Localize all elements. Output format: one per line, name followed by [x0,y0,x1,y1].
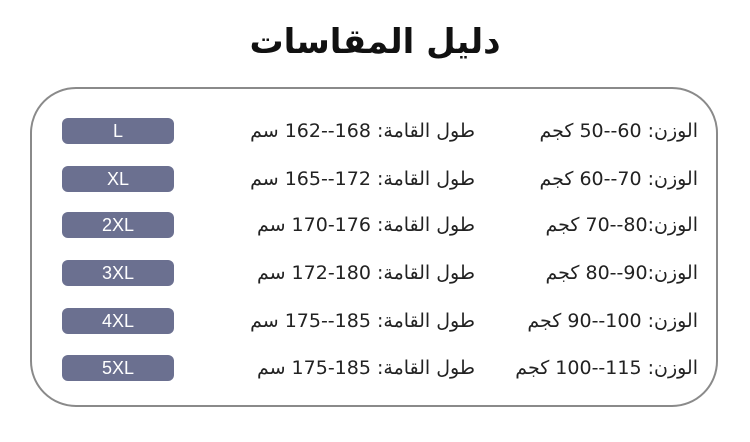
size-badge: L [62,118,174,144]
weight-range: الوزن: 100--90 كجم [527,310,698,332]
size-badge: 3XL [62,260,174,286]
size-row: L طول القامة: 168--162 سم الوزن: 60--50 … [0,116,750,146]
size-badge: XL [62,166,174,192]
size-row: 3XL طول القامة: 180-172 سم الوزن:90--80 … [0,258,750,288]
weight-range: الوزن:80--70 كجم [545,214,698,236]
height-range: طول القامة: 168--162 سم [250,120,475,142]
size-badge: 4XL [62,308,174,334]
size-row: 2XL طول القامة: 176-170 سم الوزن:80--70 … [0,210,750,240]
weight-range: الوزن: 115--100 كجم [515,357,698,379]
size-row: 4XL طول القامة: 185--175 سم الوزن: 100--… [0,306,750,336]
height-range: طول القامة: 185--175 سم [250,310,475,332]
size-badge: 2XL [62,212,174,238]
weight-range: الوزن:90--80 كجم [545,262,698,284]
size-badge: 5XL [62,355,174,381]
height-range: طول القامة: 185-175 سم [256,357,475,379]
height-range: طول القامة: 176-170 سم [256,214,475,236]
size-chart-frame [30,87,718,407]
page-title: دليل المقاسات [249,22,501,62]
weight-range: الوزن: 60--50 كجم [539,120,698,142]
height-range: طول القامة: 172--165 سم [250,168,475,190]
height-range: طول القامة: 180-172 سم [256,262,475,284]
weight-range: الوزن: 70--60 كجم [539,168,698,190]
size-row: XL طول القامة: 172--165 سم الوزن: 70--60… [0,164,750,194]
size-row: 5XL طول القامة: 185-175 سم الوزن: 115--1… [0,353,750,383]
